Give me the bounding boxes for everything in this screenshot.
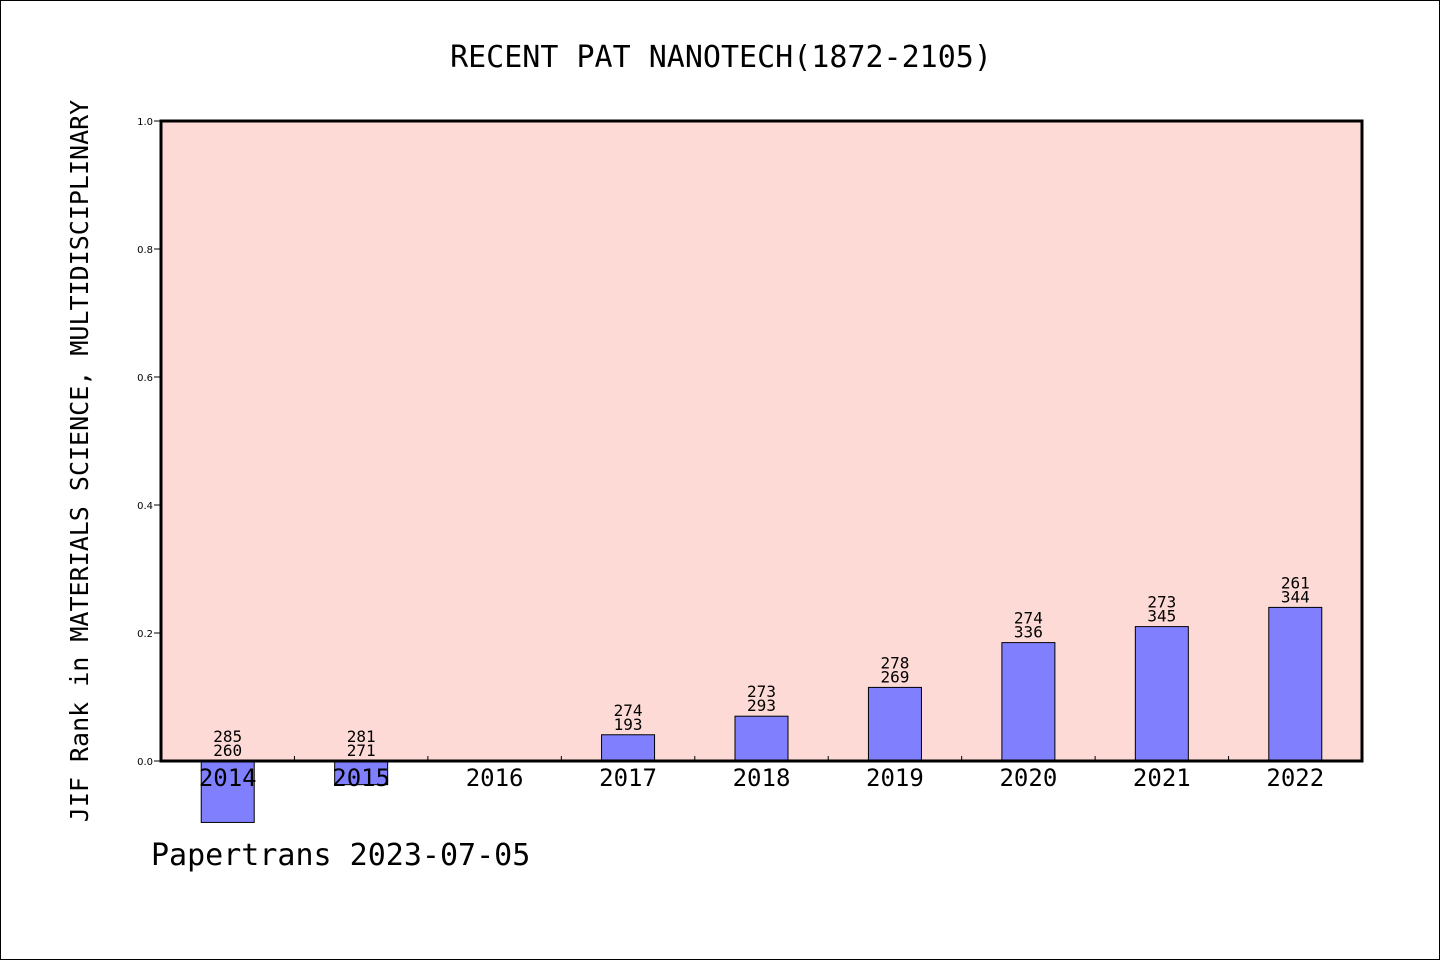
footer-credit: Papertrans 2023-07-05 xyxy=(151,838,530,873)
plot-frame xyxy=(159,119,1364,763)
bar-label-top: 278 xyxy=(880,653,909,672)
bar-label-bottom: 269 xyxy=(880,667,909,686)
bar-label-bottom: 193 xyxy=(614,715,643,734)
bar-label-top: 285 xyxy=(213,727,242,746)
x-tick-label: 2020 xyxy=(999,764,1057,792)
y-tick-label: 0.4 xyxy=(137,501,153,512)
chart-title: RECENT PAT NANOTECH(1872-2105) xyxy=(450,40,992,75)
y-tick-label: 0.0 xyxy=(137,757,153,768)
x-tick-label: 2022 xyxy=(1266,764,1324,792)
bar-label-top: 274 xyxy=(614,701,643,720)
bar-label-bottom: 336 xyxy=(1014,623,1043,642)
bar-label-bottom: 271 xyxy=(347,741,376,760)
bar xyxy=(1268,606,1323,762)
y-tick-label: 1.0 xyxy=(137,117,153,128)
bar-label-top: 281 xyxy=(347,727,376,746)
y-tick-label: 0.8 xyxy=(137,245,153,256)
y-tick-label: 0.6 xyxy=(137,373,153,384)
bar xyxy=(1001,642,1056,762)
bar-label-top: 274 xyxy=(1014,609,1043,628)
x-tick-label: 2021 xyxy=(1133,764,1191,792)
bar xyxy=(867,686,922,762)
x-tick-label: 2015 xyxy=(332,764,390,792)
bar-label-top: 273 xyxy=(1147,593,1176,612)
bar xyxy=(734,715,789,762)
x-tick-label: 2014 xyxy=(199,764,257,792)
bar xyxy=(200,760,255,823)
bar-label-bottom: 293 xyxy=(747,696,776,715)
x-tick-label: 2018 xyxy=(733,764,791,792)
bar-label-bottom: 260 xyxy=(213,741,242,760)
bar-label-top: 273 xyxy=(747,682,776,701)
x-tick-label: 2016 xyxy=(466,764,524,792)
bars xyxy=(200,606,1323,823)
bar xyxy=(1134,626,1189,762)
bar-label-bottom: 345 xyxy=(1147,607,1176,626)
x-tick-label: 2017 xyxy=(599,764,657,792)
y-axis-label: JIF Rank in MATERIALS SCIENCE, MULTIDISC… xyxy=(65,100,94,822)
bar-label-top: 261 xyxy=(1281,573,1310,592)
y-tick-label: 0.2 xyxy=(137,629,153,640)
bar xyxy=(601,734,656,762)
bar-label-bottom: 344 xyxy=(1281,587,1310,606)
x-tick-label: 2019 xyxy=(866,764,924,792)
labels: 0.0 0.2 0.4 0.6 0.8 1.0 2014 2015 2016 2017 2018 20… xyxy=(137,117,1324,792)
